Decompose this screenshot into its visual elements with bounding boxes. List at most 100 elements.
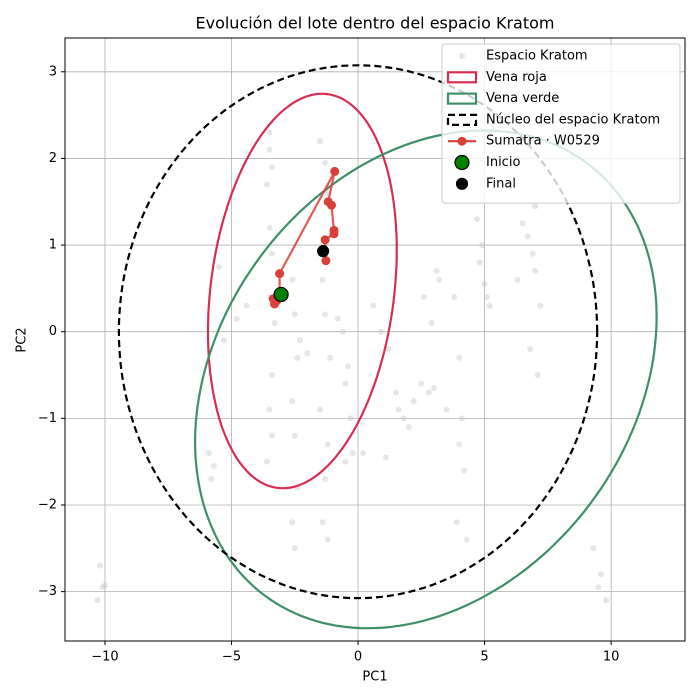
background-point <box>532 203 539 210</box>
legend-icon <box>446 92 478 105</box>
background-point <box>463 536 470 543</box>
background-point <box>385 346 392 353</box>
background-point <box>420 294 427 301</box>
x-tick-label: 10 <box>603 650 620 665</box>
legend-label: Sumatra · W0529 <box>486 134 600 149</box>
background-point <box>324 441 331 448</box>
background-point <box>400 415 407 422</box>
background-point <box>324 536 331 543</box>
background-point <box>405 424 412 431</box>
background-point <box>269 164 276 171</box>
background-point <box>529 250 536 257</box>
background-point <box>243 302 250 309</box>
legend-label: Núcleo del espacio Kratom <box>486 112 660 127</box>
background-point <box>339 328 346 335</box>
background-point <box>101 582 108 589</box>
background-point <box>317 406 324 413</box>
trajectory-point <box>275 269 285 279</box>
background-point <box>263 181 270 188</box>
background-point <box>428 320 435 327</box>
background-point <box>215 263 222 270</box>
background-point <box>430 385 437 392</box>
legend-label: Final <box>486 176 516 191</box>
background-point <box>291 311 298 318</box>
background-point <box>527 346 534 353</box>
legend-box <box>441 43 681 204</box>
background-point <box>233 315 240 322</box>
background-point <box>210 462 217 469</box>
legend-icon <box>457 136 467 146</box>
background-point <box>289 519 296 526</box>
background-point <box>344 363 351 370</box>
background-point <box>458 415 465 422</box>
background-point <box>322 475 329 482</box>
background-point <box>473 216 480 223</box>
background-point <box>319 276 326 283</box>
background-point <box>436 276 443 283</box>
background-point <box>271 320 278 327</box>
background-point <box>395 406 402 413</box>
background-point <box>342 458 349 465</box>
x-tick-label: 5 <box>480 650 488 665</box>
chart-title: Evolución del lote dentro del espacio Kr… <box>195 14 554 33</box>
background-point <box>360 449 367 456</box>
background-point <box>370 302 377 309</box>
background-point <box>266 406 273 413</box>
background-point <box>266 224 273 231</box>
y-tick-label: 1 <box>49 238 57 253</box>
background-point <box>205 449 212 456</box>
background-point <box>327 354 334 361</box>
background-point <box>94 597 101 604</box>
background-point <box>410 398 417 405</box>
background-point <box>461 467 468 474</box>
background-point <box>524 233 531 240</box>
background-point <box>289 276 296 283</box>
background-point <box>99 584 106 591</box>
y-tick-label: 3 <box>49 64 57 79</box>
background-point <box>425 389 432 396</box>
background-point <box>291 545 298 552</box>
background-point <box>294 354 301 361</box>
background-point <box>456 354 463 361</box>
background-point <box>269 372 276 379</box>
marker-point <box>317 245 330 258</box>
x-tick-label: −10 <box>91 650 118 665</box>
background-point <box>334 315 341 322</box>
y-tick-label: 2 <box>49 151 57 166</box>
background-point <box>393 389 400 396</box>
y-tick-label: −2 <box>38 497 57 512</box>
background-point <box>304 350 311 357</box>
background-point <box>382 454 389 461</box>
background-point <box>220 337 227 344</box>
background-point <box>603 597 610 604</box>
background-point <box>537 302 544 309</box>
background-point <box>317 138 324 145</box>
background-point <box>377 328 384 335</box>
background-point <box>481 281 488 288</box>
background-point <box>595 584 602 591</box>
trajectory-point <box>320 235 330 245</box>
background-point <box>514 276 521 283</box>
background-point <box>208 475 215 482</box>
background-point <box>456 441 463 448</box>
background-point <box>484 294 491 301</box>
background-point <box>269 250 276 257</box>
background-point <box>266 146 273 153</box>
x-axis-label: PC1 <box>362 670 387 685</box>
x-tick-label: 0 <box>354 650 362 665</box>
legend-icon <box>455 177 469 190</box>
legend: Espacio Kratom Vena roja Vena verde Núcleo … <box>441 43 681 204</box>
trajectory-point <box>329 229 339 239</box>
background-point <box>597 571 604 578</box>
background-point <box>443 406 450 413</box>
background-point <box>263 458 270 465</box>
legend-label: Inicio <box>486 155 520 170</box>
background-point <box>322 311 329 318</box>
legend-icon <box>454 154 470 171</box>
plot-frame <box>64 37 686 642</box>
trajectory-point <box>321 256 331 266</box>
legend-icon <box>446 71 478 84</box>
background-point <box>534 372 541 379</box>
background-point <box>319 519 326 526</box>
